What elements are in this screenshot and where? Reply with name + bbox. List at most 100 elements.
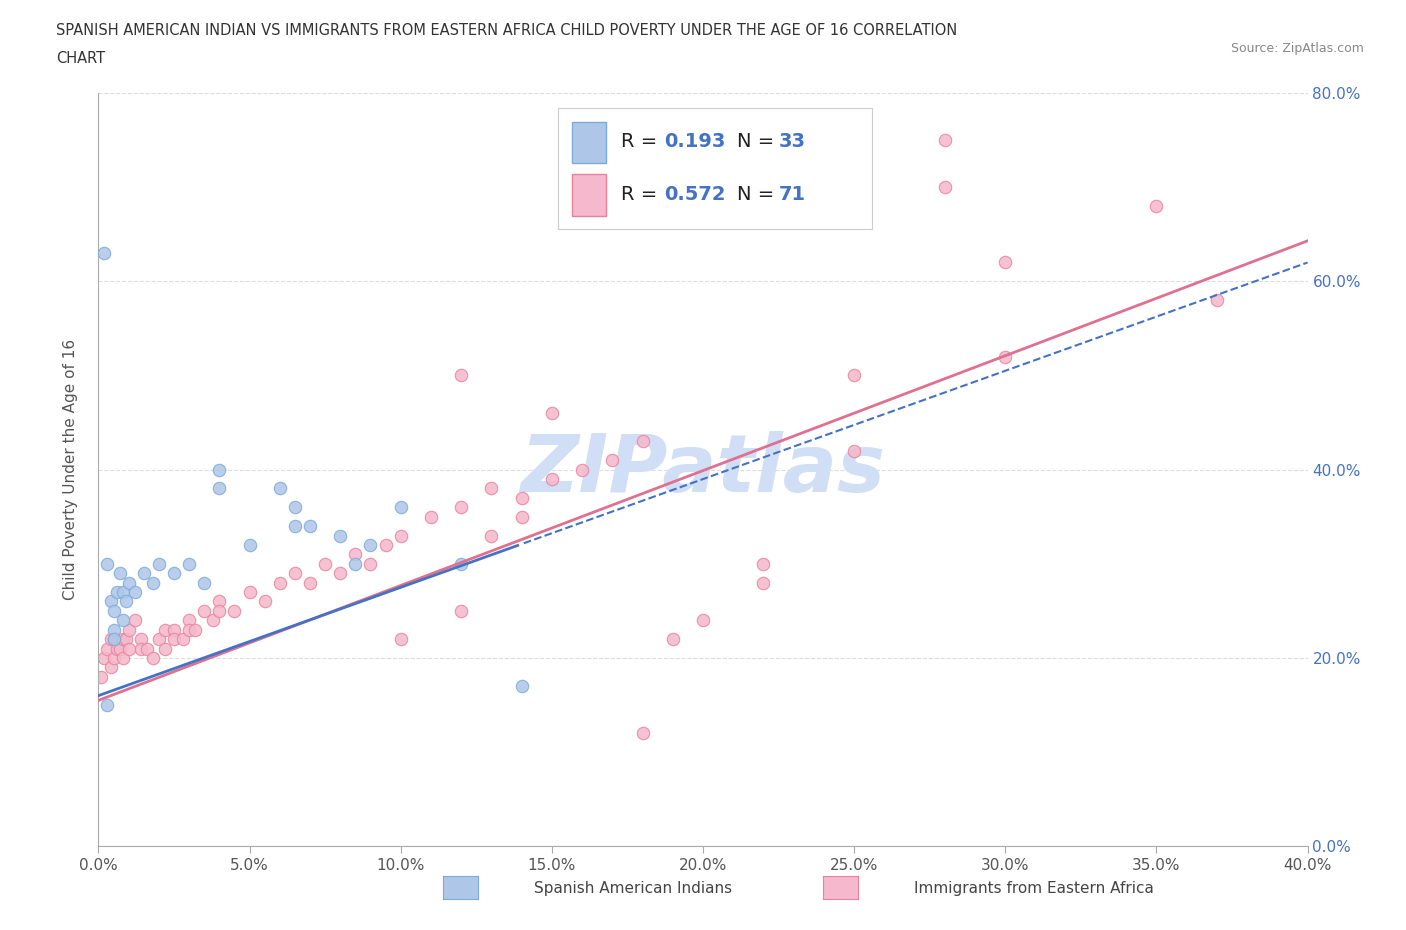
Point — [105, 585, 128, 600]
Point — [105, 641, 128, 656]
Point — [111, 585, 134, 600]
Point — [389, 631, 412, 646]
Point — [93, 651, 115, 666]
Point — [142, 575, 165, 591]
Point — [934, 179, 956, 194]
Point — [135, 641, 157, 656]
Text: CHART: CHART — [56, 51, 105, 66]
Point — [179, 556, 201, 571]
Point — [108, 641, 131, 656]
Point — [100, 631, 122, 646]
Point — [111, 651, 134, 666]
Text: 0.572: 0.572 — [664, 185, 725, 205]
Point — [481, 481, 503, 496]
Point — [329, 565, 352, 580]
Point — [844, 368, 866, 383]
Point — [118, 575, 141, 591]
Point — [153, 641, 176, 656]
Point — [269, 481, 291, 496]
Point — [100, 660, 122, 675]
Point — [344, 556, 367, 571]
Point — [510, 510, 533, 525]
Point — [124, 585, 146, 600]
Point — [374, 538, 396, 552]
Point — [692, 613, 714, 628]
Point — [103, 631, 125, 646]
Point — [114, 594, 136, 609]
Point — [124, 613, 146, 628]
Point — [132, 565, 155, 580]
Point — [540, 405, 562, 420]
Point — [93, 246, 115, 260]
Point — [602, 453, 624, 468]
Point — [752, 575, 775, 591]
Point — [540, 472, 562, 486]
Point — [96, 556, 118, 571]
Point — [510, 679, 533, 694]
Point — [360, 538, 382, 552]
Point — [934, 133, 956, 148]
Point — [208, 604, 231, 618]
Point — [103, 631, 125, 646]
Point — [129, 641, 152, 656]
Point — [389, 528, 412, 543]
Text: R =: R = — [621, 132, 664, 152]
Text: R =: R = — [621, 185, 664, 205]
Point — [1144, 199, 1167, 214]
Point — [450, 604, 472, 618]
Point — [108, 565, 131, 580]
Text: 0.193: 0.193 — [664, 132, 725, 152]
Point — [208, 594, 231, 609]
FancyBboxPatch shape — [572, 174, 606, 216]
Point — [179, 613, 201, 628]
Point — [163, 622, 186, 637]
Point — [844, 444, 866, 458]
Point — [103, 604, 125, 618]
Point — [631, 434, 654, 449]
Point — [118, 622, 141, 637]
Point — [314, 556, 336, 571]
Point — [96, 698, 118, 712]
Point — [103, 651, 125, 666]
Point — [118, 641, 141, 656]
Point — [284, 500, 307, 515]
Point — [253, 594, 276, 609]
Point — [224, 604, 246, 618]
Point — [172, 631, 194, 646]
Point — [420, 510, 443, 525]
Point — [450, 556, 472, 571]
Point — [148, 631, 170, 646]
Point — [284, 519, 307, 534]
Point — [142, 651, 165, 666]
Point — [202, 613, 225, 628]
FancyBboxPatch shape — [558, 108, 872, 229]
FancyBboxPatch shape — [572, 122, 606, 163]
Text: N =: N = — [737, 185, 780, 205]
Point — [114, 631, 136, 646]
Point — [994, 255, 1017, 270]
Point — [284, 565, 307, 580]
Point — [631, 726, 654, 741]
Point — [111, 613, 134, 628]
Text: SPANISH AMERICAN INDIAN VS IMMIGRANTS FROM EASTERN AFRICA CHILD POVERTY UNDER TH: SPANISH AMERICAN INDIAN VS IMMIGRANTS FR… — [56, 23, 957, 38]
Text: Source: ZipAtlas.com: Source: ZipAtlas.com — [1230, 42, 1364, 55]
Point — [100, 594, 122, 609]
Point — [184, 622, 207, 637]
Text: 33: 33 — [779, 132, 806, 152]
Point — [360, 556, 382, 571]
Point — [111, 631, 134, 646]
Text: Spanish American Indians: Spanish American Indians — [534, 881, 733, 896]
Point — [450, 500, 472, 515]
Point — [450, 368, 472, 383]
Point — [1206, 293, 1229, 308]
Point — [752, 556, 775, 571]
Point — [661, 631, 683, 646]
Point — [208, 462, 231, 477]
Point — [571, 462, 593, 477]
Text: ZIPatlas: ZIPatlas — [520, 431, 886, 509]
Point — [329, 528, 352, 543]
Point — [96, 641, 118, 656]
Point — [389, 500, 412, 515]
Text: Immigrants from Eastern Africa: Immigrants from Eastern Africa — [914, 881, 1154, 896]
Point — [103, 622, 125, 637]
